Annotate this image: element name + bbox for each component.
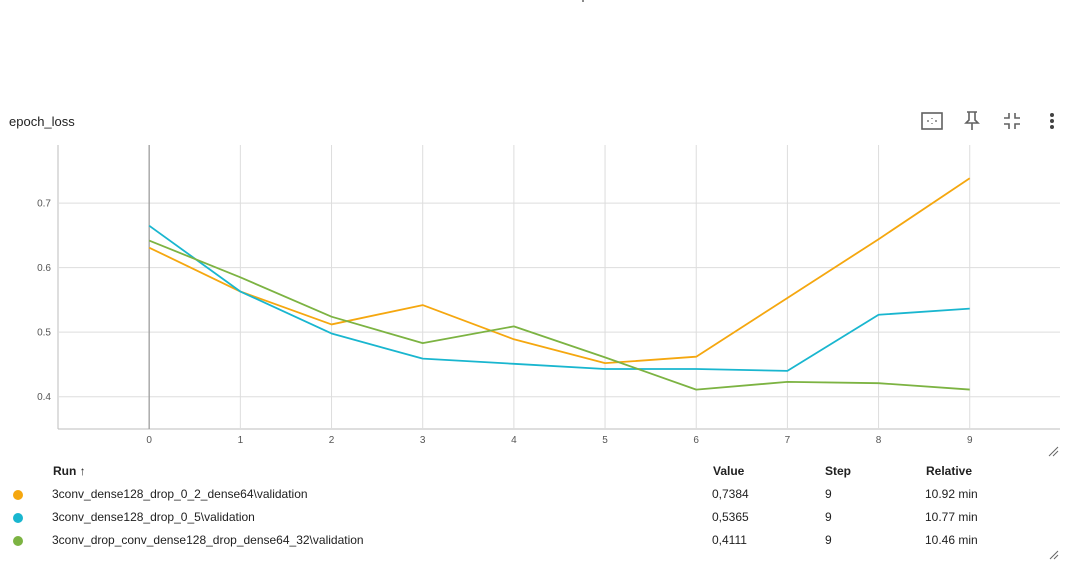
card-toolbar	[912, 108, 1067, 134]
run-relative: 10.46 min	[925, 533, 978, 547]
axis-labels: 0.4 0.5 0.6 0.7 0 1 2 3 4 5 6 7 8 9	[37, 199, 973, 446]
x-tick-label: 4	[511, 435, 517, 446]
table-row[interactable]: 3conv_dense128_drop_0_2_dense64\validati…	[0, 484, 1067, 507]
x-tick-label: 9	[967, 435, 973, 446]
top-indicator-dot	[582, 0, 584, 2]
x-tick-label: 0	[146, 435, 152, 446]
card-title: epoch_loss	[9, 114, 75, 129]
y-tick-label: 0.4	[37, 392, 51, 403]
epoch-loss-chart[interactable]: 0.4 0.5 0.6 0.7 0 1 2 3 4 5 6 7 8 9	[0, 140, 1067, 460]
table-resize-handle[interactable]	[1049, 550, 1059, 560]
chart-resize-handle[interactable]	[1048, 446, 1059, 457]
run-step: 9	[825, 533, 832, 547]
run-color-swatch	[13, 536, 23, 546]
series-line	[148, 224, 970, 372]
header-relative[interactable]: Relative	[926, 464, 973, 478]
more-vert-icon	[1050, 113, 1054, 129]
run-relative: 10.92 min	[925, 487, 978, 501]
x-tick-label: 3	[420, 435, 426, 446]
run-value: 0,5365	[712, 510, 749, 524]
x-tick-label: 8	[876, 435, 882, 446]
header-value[interactable]: Value	[713, 464, 745, 478]
run-step: 9	[825, 510, 832, 524]
table-row[interactable]: 3conv_drop_conv_dense128_drop_dense64_32…	[0, 530, 1067, 553]
x-tick-label: 5	[602, 435, 608, 446]
run-value: 0,7384	[712, 487, 749, 501]
series-line	[148, 177, 971, 365]
x-tick-label: 7	[785, 435, 791, 446]
grid-lines	[57, 145, 1060, 430]
fit-domain-button[interactable]	[912, 108, 952, 134]
run-color-swatch	[13, 513, 23, 523]
run-name: 3conv_drop_conv_dense128_drop_dense64_32…	[52, 533, 364, 547]
pin-button[interactable]	[952, 108, 992, 134]
x-tick-label: 1	[238, 435, 244, 446]
collapse-button[interactable]	[992, 108, 1032, 134]
x-tick-label: 2	[329, 435, 335, 446]
y-tick-label: 0.5	[37, 328, 51, 339]
run-name: 3conv_dense128_drop_0_5\validation	[52, 510, 255, 524]
pin-icon	[964, 111, 980, 130]
run-name: 3conv_dense128_drop_0_2_dense64\validati…	[52, 487, 308, 501]
collapse-icon	[1004, 113, 1020, 129]
run-color-swatch	[13, 490, 23, 500]
table-row[interactable]: 3conv_dense128_drop_0_5\validation 0,536…	[0, 507, 1067, 530]
run-relative: 10.77 min	[925, 510, 978, 524]
y-tick-label: 0.7	[37, 199, 51, 210]
header-step[interactable]: Step	[825, 464, 852, 478]
x-tick-label: 6	[693, 435, 699, 446]
more-options-button[interactable]	[1032, 108, 1067, 134]
y-tick-label: 0.6	[37, 263, 51, 274]
header-run[interactable]: Run ↑	[53, 464, 86, 478]
run-value: 0,4111	[712, 533, 747, 547]
series-line	[148, 239, 970, 391]
series-lines	[148, 177, 971, 391]
fit-domain-icon	[921, 112, 943, 130]
run-step: 9	[825, 487, 832, 501]
